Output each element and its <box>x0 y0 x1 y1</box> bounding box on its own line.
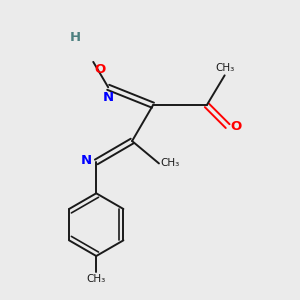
Text: O: O <box>231 120 242 133</box>
Text: O: O <box>95 63 106 76</box>
Text: CH₃: CH₃ <box>160 158 180 168</box>
Text: CH₃: CH₃ <box>87 274 106 284</box>
Text: N: N <box>81 154 92 167</box>
Text: H: H <box>70 31 81 44</box>
Text: CH₃: CH₃ <box>215 63 234 73</box>
Text: N: N <box>103 91 114 104</box>
